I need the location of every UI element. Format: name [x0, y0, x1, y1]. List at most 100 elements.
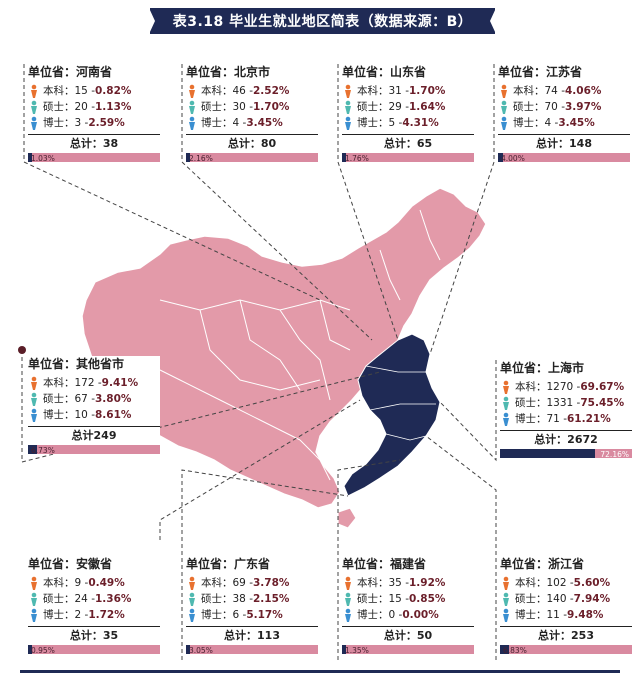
doctor-pct: 9.48% — [567, 609, 604, 621]
doctor-pct: 3.45% — [246, 117, 283, 129]
master-count: 硕士：70 - — [513, 101, 565, 113]
teal-person-icon — [503, 396, 509, 410]
doctor-count: 博士：71 - — [515, 413, 567, 425]
doctor-row: 博士：5 - 4.31% — [342, 115, 474, 131]
bachelor-row: 本科：15 - 0.82% — [28, 83, 160, 99]
bachelor-pct: 2.52% — [253, 85, 290, 97]
share-fill — [28, 445, 37, 454]
share-bar: 6.73% — [28, 445, 160, 455]
doctor-count: 博士：11 - — [515, 609, 567, 621]
blue-person-icon — [31, 408, 37, 422]
master-row: 硕士：29 - 1.64% — [342, 99, 474, 115]
share-label: 0.95% — [31, 646, 55, 655]
doctor-count: 博士：4 - — [201, 117, 247, 129]
doctor-row: 博士：4 - 3.45% — [186, 115, 318, 131]
bottom-rule — [20, 670, 620, 673]
map-shape — [81, 187, 487, 529]
teal-person-icon — [189, 100, 195, 114]
master-pct: 75.45% — [580, 397, 625, 409]
doctor-pct: 0.00% — [402, 609, 439, 621]
bachelor-count: 本科：74 - — [513, 85, 565, 97]
blue-person-icon — [189, 116, 195, 130]
card-title: 单位省：浙江省 — [500, 557, 585, 571]
card-title: 单位省：安徽省 — [28, 557, 113, 571]
bachelor-row: 本科：1270 - 69.67% — [500, 379, 632, 395]
master-row: 硕士：30 - 1.70% — [186, 99, 318, 115]
bachelor-count: 本科：102 - — [515, 577, 574, 589]
share-label: 6.73% — [31, 446, 55, 455]
master-pct: 7.94% — [573, 593, 611, 605]
share-bar: 1.76% — [342, 153, 474, 163]
share-fill — [28, 153, 32, 162]
master-pct: 1.36% — [95, 593, 132, 605]
blue-person-icon — [345, 608, 351, 622]
card-title: 单位省：北京市 — [186, 65, 271, 79]
doctor-pct: 2.59% — [88, 117, 125, 129]
card-zhejiang: 单位省：浙江省 本科：102 - 5.60% 硕士：140 - 7.94% 博士… — [500, 556, 632, 655]
master-count: 硕士：29 - — [357, 101, 409, 113]
doctor-count: 博士：5 - — [357, 117, 403, 129]
bachelor-pct: 5.60% — [573, 577, 611, 589]
carrot-person-icon — [503, 576, 509, 590]
master-row: 硕士：24 - 1.36% — [28, 591, 160, 607]
bachelor-count: 本科：1270 - — [515, 381, 581, 393]
doctor-pct: 3.45% — [558, 117, 595, 129]
master-pct: 1.70% — [253, 101, 290, 113]
leader-lines — [21, 64, 497, 660]
share-label: 72.16% — [600, 450, 629, 459]
doctor-count: 博士：0 - — [357, 609, 403, 621]
master-pct: 0.85% — [409, 593, 446, 605]
master-pct: 1.64% — [409, 101, 446, 113]
card-shandong: 单位省：山东省 本科：31 - 1.70% 硕士：29 - 1.64% 博士：5… — [342, 64, 474, 163]
bachelor-pct: 3.78% — [253, 577, 290, 589]
master-count: 硕士：15 - — [357, 593, 409, 605]
doctor-count: 博士：10 - — [43, 409, 95, 421]
teal-person-icon — [503, 592, 509, 606]
teal-person-icon — [31, 592, 37, 606]
doctor-row: 博士：71 - 61.21% — [500, 411, 632, 427]
carrot-person-icon — [503, 380, 509, 394]
card-henan: 单位省：河南省 本科：15 - 0.82% 硕士：20 - 1.13% 博士：3… — [28, 64, 160, 163]
share-fill — [500, 645, 509, 654]
blue-person-icon — [345, 116, 351, 130]
master-pct: 2.15% — [253, 593, 290, 605]
share-bar: 0.95% — [28, 645, 160, 655]
master-pct: 1.13% — [95, 101, 132, 113]
master-count: 硕士：67 - — [43, 393, 95, 405]
bachelor-count: 本科：46 - — [201, 85, 253, 97]
share-bar: 1.03% — [28, 153, 160, 163]
carrot-person-icon — [31, 84, 37, 98]
master-row: 硕士：70 - 3.97% — [498, 99, 630, 115]
master-row: 硕士：140 - 7.94% — [500, 591, 632, 607]
card-title: 单位省：广东省 — [186, 557, 271, 571]
share-label: 1.76% — [345, 154, 369, 163]
bachelor-count: 本科：9 - — [43, 577, 89, 589]
teal-person-icon — [345, 100, 351, 114]
bachelor-pct: 4.06% — [565, 85, 602, 97]
blue-person-icon — [31, 608, 37, 622]
share-label: 1.03% — [31, 154, 55, 163]
bachelor-row: 本科：69 - 3.78% — [186, 575, 318, 591]
doctor-row: 博士：6 - 5.17% — [186, 607, 318, 623]
bachelor-row: 本科：172 - 9.41% — [28, 375, 160, 391]
blue-person-icon — [501, 116, 507, 130]
bachelor-pct: 69.67% — [580, 381, 625, 393]
total: 总计：35 — [28, 626, 160, 644]
bachelor-pct: 0.82% — [95, 85, 132, 97]
share-label: 6.83% — [503, 646, 527, 655]
doctor-row: 博士：3 - 2.59% — [28, 115, 160, 131]
carrot-person-icon — [501, 84, 507, 98]
doctor-pct: 61.21% — [567, 413, 611, 425]
teal-person-icon — [31, 100, 37, 114]
carrot-person-icon — [31, 376, 37, 390]
total: 总计：65 — [342, 134, 474, 152]
bachelor-count: 本科：31 - — [357, 85, 409, 97]
province-borders — [139, 209, 441, 481]
card-title: 单位省：山东省 — [342, 65, 427, 79]
card-title: 单位省：福建省 — [342, 557, 427, 571]
bachelor-pct: 1.92% — [409, 577, 446, 589]
total: 总计：50 — [342, 626, 474, 644]
blue-person-icon — [503, 608, 509, 622]
card-title: 单位省：河南省 — [28, 65, 113, 79]
doctor-pct: 4.31% — [402, 117, 439, 129]
